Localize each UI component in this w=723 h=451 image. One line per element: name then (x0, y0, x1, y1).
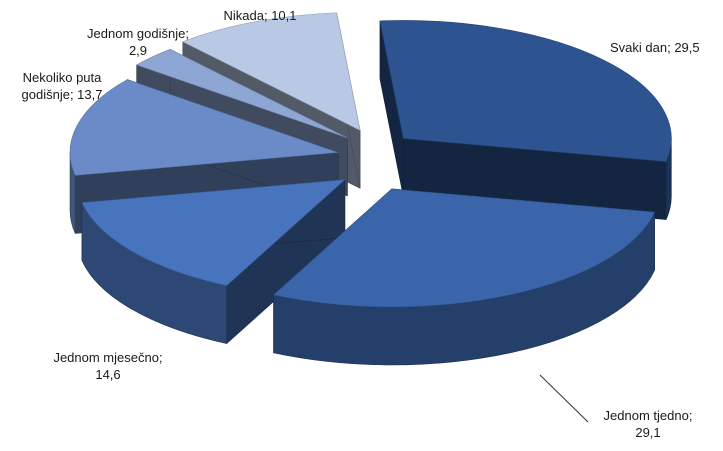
pie-slices (69, 12, 672, 366)
slice-label: Jednom mjesečno; 14,6 (53, 350, 162, 382)
leader-line (539, 374, 589, 423)
slice-jednom-mjese-no (81, 179, 346, 345)
slice-label-line: Jednom godišnje; (87, 26, 189, 41)
slice-label-line: 29,1 (635, 425, 660, 440)
slice-label-line: Nikada; 10,1 (224, 8, 297, 23)
slice-label: Nekoliko puta godišnje; 13,7 (22, 70, 103, 102)
slice-label-line: Svaki dan; 29,5 (610, 40, 700, 55)
slice-label-line: Jednom mjesečno; (53, 350, 162, 365)
slice-label: Svaki dan; 29,5 (610, 40, 700, 55)
slice-label-line: Nekoliko puta (23, 70, 103, 85)
slice-label-line: 14,6 (95, 367, 120, 382)
slice-label: Nikada; 10,1 (224, 8, 297, 23)
slice-label-line: Jednom tjedno; (604, 408, 693, 423)
slice-jednom-tjedno (272, 188, 656, 366)
slice-label-line: 2,9 (129, 43, 147, 58)
slice-label: Jednom tjedno; 29,1 (604, 408, 693, 440)
slice-label: Jednom godišnje; 2,9 (87, 26, 189, 58)
slice-label-line: godišnje; 13,7 (22, 87, 103, 102)
